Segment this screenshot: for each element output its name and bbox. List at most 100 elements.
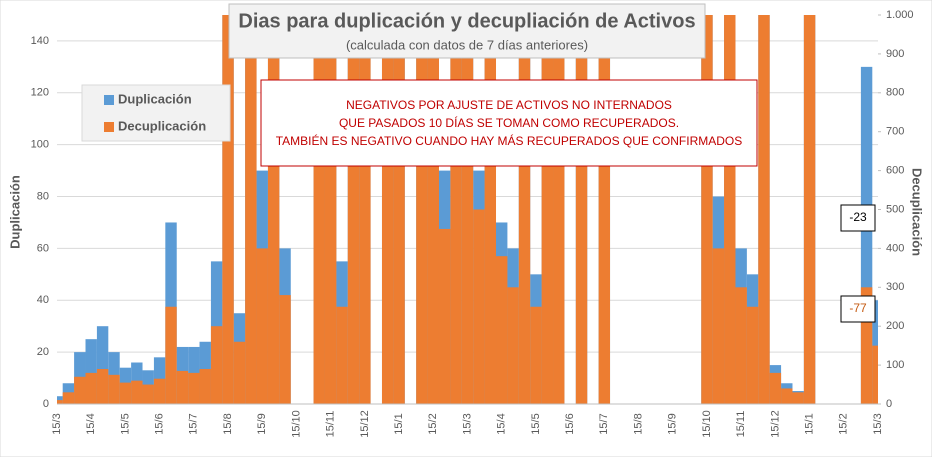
bar [324, 15, 337, 404]
bar [860, 287, 873, 404]
y2-tick-label: 800 [886, 87, 904, 99]
bar [233, 341, 246, 404]
x-tick-label: 15/1 [803, 413, 815, 434]
y-tick-label: 0 [43, 398, 49, 410]
annotation: TAMBIÉN ES NEGATIVO CUANDO HAY MÁS RECUP… [276, 133, 743, 148]
bar [450, 15, 462, 404]
bar [701, 15, 713, 404]
x-tick-label: 15/11 [325, 411, 337, 438]
bar [96, 368, 109, 404]
x-tick-label: 15/8 [632, 413, 644, 434]
bar [222, 15, 234, 404]
x-tick-label: 15/2 [838, 413, 850, 434]
x-tick-label: 15/12 [359, 410, 371, 438]
bar [724, 15, 736, 404]
bar [381, 15, 394, 404]
x-tick-label: 15/11 [735, 411, 747, 438]
bar [256, 248, 268, 404]
bar [769, 372, 782, 404]
bar [860, 66, 873, 404]
bar [416, 15, 428, 404]
legend-label: Decuplicación [118, 118, 206, 133]
y-tick-label: 20 [37, 346, 49, 358]
x-tick-label: 15/12 [769, 410, 781, 438]
y-tick-label: 40 [37, 294, 49, 306]
bar [746, 306, 759, 404]
legend-label: Duplicación [118, 91, 192, 106]
bar [575, 15, 588, 404]
bar [57, 400, 63, 404]
bar [336, 306, 348, 404]
y2-tick-label: 1.000 [886, 9, 914, 21]
bar [461, 15, 474, 404]
bar [359, 15, 371, 404]
x-tick-label: 15/1 [393, 413, 405, 434]
x-tick-label: 15/5 [530, 413, 542, 434]
bar [518, 15, 531, 404]
y2-tick-label: 0 [886, 398, 892, 410]
x-tick-label: 15/4 [496, 413, 508, 434]
x-tick-label: 15/6 [564, 413, 576, 434]
x-tick-label: 15/5 [119, 413, 131, 434]
bar [553, 15, 565, 404]
bar [393, 15, 405, 404]
bar [108, 374, 120, 404]
y-axis-label: Duplicación [7, 175, 22, 249]
bar [96, 326, 109, 404]
bar [803, 15, 816, 404]
bar [176, 370, 189, 404]
y-tick-label: 100 [31, 139, 49, 151]
bar [279, 295, 291, 404]
bar [165, 306, 177, 404]
legend-swatch [104, 95, 114, 105]
end-label-box [840, 295, 876, 323]
x-tick-label: 15/3 [461, 413, 473, 434]
bar [598, 15, 611, 404]
y2-tick-label: 600 [886, 165, 904, 177]
x-tick-label: 15/4 [85, 413, 97, 434]
bar [153, 378, 166, 404]
bar [541, 15, 554, 404]
chart-subtitle: (calculada con datos de 7 días anteriore… [346, 37, 588, 52]
bar [245, 15, 257, 404]
annotation: NEGATIVOS POR AJUSTE DE ACTIVOS NO INTER… [346, 98, 672, 112]
bar [735, 287, 747, 404]
y2-tick-label: 100 [886, 359, 904, 371]
bar [62, 392, 75, 404]
bar [131, 380, 143, 404]
bar [199, 368, 211, 404]
bar [473, 209, 485, 404]
y-tick-label: 140 [31, 35, 49, 47]
bar [188, 372, 200, 404]
bar [484, 15, 497, 404]
annotation-box [260, 79, 758, 167]
x-tick-label: 15/7 [188, 413, 200, 434]
bar [496, 256, 508, 404]
end-label: -23 [849, 210, 867, 224]
bar [530, 306, 542, 404]
x-tick-label: 15/9 [256, 413, 268, 434]
y2-tick-label: 500 [886, 203, 904, 215]
legend-swatch [104, 122, 114, 132]
title-box [228, 3, 706, 59]
y2-tick-label: 400 [886, 242, 904, 254]
x-tick-label: 15/8 [222, 413, 234, 434]
y2-tick-label: 700 [886, 126, 904, 138]
end-label-box [840, 204, 876, 232]
x-tick-label: 15/7 [598, 413, 610, 434]
bar [142, 384, 154, 404]
bar [792, 392, 804, 404]
bar [781, 388, 793, 404]
annotation: QUE PASADOS 10 DÍAS SE TOMAN COMO RECUPE… [339, 115, 679, 130]
y-tick-label: 60 [37, 242, 49, 254]
bar [85, 372, 97, 404]
bar [267, 15, 280, 404]
bar [210, 326, 223, 404]
x-tick-label: 15/6 [154, 413, 166, 434]
bar [347, 15, 360, 404]
x-tick-label: 15/10 [290, 410, 302, 438]
end-label: -77 [849, 301, 867, 315]
x-tick-label: 15/3 [872, 413, 884, 434]
y-tick-label: 80 [37, 190, 49, 202]
y-tick-label: 120 [31, 87, 49, 99]
